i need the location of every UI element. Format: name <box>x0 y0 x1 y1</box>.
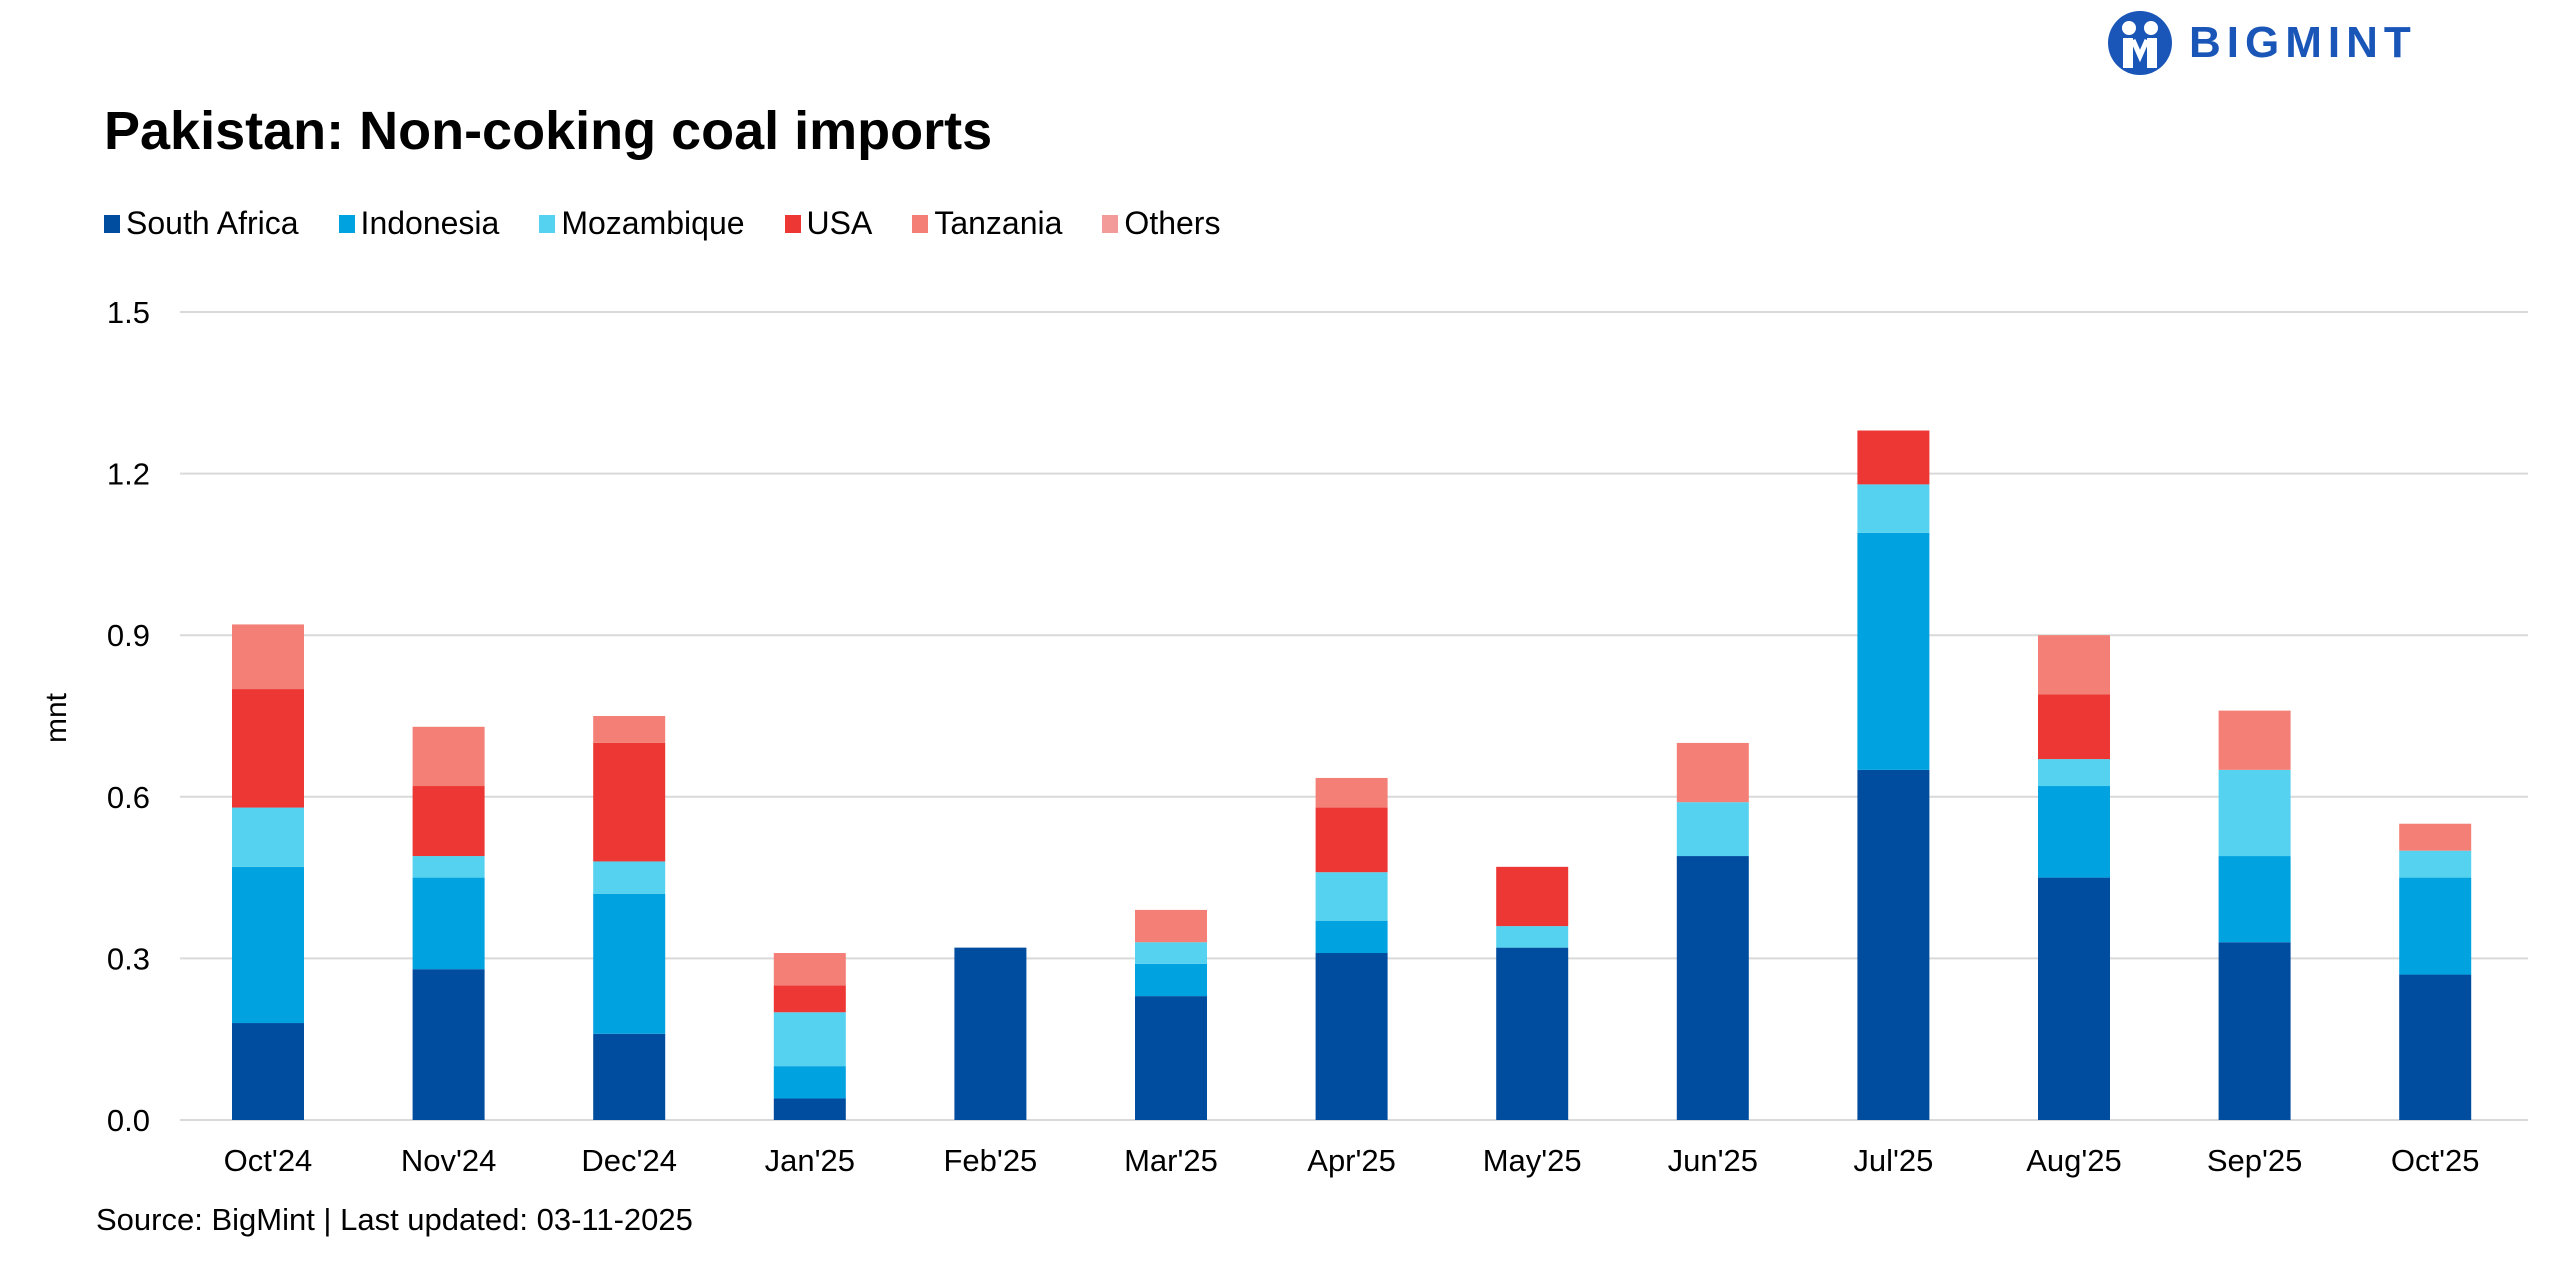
bar-segment-usa <box>773 985 846 1013</box>
bar-segment-south-africa <box>593 1033 666 1120</box>
legend-swatch <box>338 214 355 233</box>
legend: South Africa Indonesia Mozambique USA Tanzan… <box>104 205 1220 242</box>
bar-segment-usa <box>2038 694 2110 760</box>
source-note: Source: BigMint | Last updated: 03-11-20… <box>96 1202 693 1237</box>
legend-swatch <box>912 214 929 233</box>
bar-segment-tanzania <box>232 624 304 690</box>
bar-segment-south-africa <box>412 969 485 1120</box>
bar-segment-usa <box>1857 430 1930 485</box>
bar-segment-tanzania <box>1315 777 1388 808</box>
bar-segment-tanzania <box>412 726 485 787</box>
bar-segment-usa <box>593 742 666 862</box>
legend-item: Tanzania <box>912 205 1062 242</box>
x-tick-label: Feb'25 <box>943 1143 1037 1178</box>
y-tick-label: 0.0 <box>107 1103 150 1138</box>
legend-item: Mozambique <box>539 205 745 242</box>
x-tick-label: Mar'25 <box>1124 1143 1218 1178</box>
bar-segment-south-africa <box>954 947 1027 1120</box>
legend-swatch <box>784 214 801 233</box>
bar-segment-tanzania <box>2038 635 2110 695</box>
bar-segment-south-africa <box>1315 953 1388 1120</box>
y-tick-label: 1.5 <box>107 295 150 330</box>
bar-segment-mozambique <box>1496 926 1569 948</box>
y-tick-label: 0.6 <box>107 780 150 815</box>
bar-segment-indonesia <box>232 866 304 1024</box>
bar-segment-south-africa <box>2218 942 2291 1120</box>
bar-segment-indonesia <box>1315 920 1388 954</box>
chart-title: Pakistan: Non-coking coal imports <box>104 101 993 161</box>
bar-segment-south-africa <box>1857 769 1930 1120</box>
x-tick-label: Nov'24 <box>401 1143 497 1178</box>
bar-segment-south-africa <box>1676 856 1749 1120</box>
legend-label: Mozambique <box>561 205 745 241</box>
bar-segment-indonesia <box>773 1066 846 1099</box>
bar-segment-south-africa <box>232 1023 304 1120</box>
bar-segment-mozambique <box>2399 850 2472 878</box>
y-tick-label: 0.3 <box>107 941 150 976</box>
legend-label: South Africa <box>126 205 299 241</box>
legend-item: South Africa <box>104 205 299 242</box>
bar-segment-usa <box>412 786 485 857</box>
legend-label: USA <box>806 205 873 241</box>
bar-segment-tanzania <box>773 953 846 986</box>
x-tick-label: Oct'25 <box>2391 1143 2480 1178</box>
bar-segment-mozambique <box>593 861 666 894</box>
bar-segment-usa <box>1315 807 1388 873</box>
legend-item: USA <box>784 205 873 242</box>
bar-segment-indonesia <box>2218 856 2291 943</box>
legend-label: Tanzania <box>934 205 1063 241</box>
legend-swatch <box>1102 214 1119 233</box>
legend-item: Indonesia <box>338 205 500 242</box>
legend-label: Others <box>1124 205 1221 241</box>
x-tick-label: Apr'25 <box>1307 1143 1396 1178</box>
bar-segment-mozambique <box>1315 872 1388 921</box>
legend-label: Indonesia <box>360 205 500 241</box>
bar-segment-indonesia <box>412 877 485 970</box>
bar-segment-tanzania <box>1676 742 1749 803</box>
bar-segment-south-africa <box>2038 877 2110 1120</box>
bar-segment-south-africa <box>1496 947 1569 1120</box>
bigmint-logo: BIGMINT <box>2105 8 2417 78</box>
bar-segment-mozambique <box>1135 942 1207 964</box>
bar-segment-tanzania <box>2218 710 2291 770</box>
bar-segment-mozambique <box>412 856 485 878</box>
bar-segment-mozambique <box>1857 484 1930 533</box>
bar-segment-indonesia <box>1135 963 1207 997</box>
y-tick-label: 0.9 <box>107 618 150 653</box>
x-tick-label: Oct'24 <box>224 1143 313 1178</box>
x-tick-label: Jan'25 <box>765 1143 855 1178</box>
bar-segment-usa <box>232 689 304 808</box>
bar-segment-mozambique <box>232 807 304 867</box>
bar-segment-mozambique <box>773 1012 846 1067</box>
bar-segment-tanzania <box>2399 823 2472 851</box>
x-tick-label: Aug'25 <box>2026 1143 2122 1178</box>
bar-segment-south-africa <box>1135 996 1207 1120</box>
legend-swatch <box>104 214 120 233</box>
logo-mark-icon <box>2108 11 2172 75</box>
bar-segment-mozambique <box>2038 759 2110 787</box>
bar-segment-tanzania <box>1135 909 1207 943</box>
bar-segment-tanzania <box>593 716 666 743</box>
x-tick-label: May'25 <box>1483 1143 1582 1178</box>
bar-segment-indonesia <box>2038 786 2110 878</box>
legend-item: Others <box>1102 205 1220 242</box>
bar-segment-south-africa <box>2399 974 2472 1120</box>
bar-segment-indonesia <box>1857 532 1930 770</box>
x-tick-label: Sep'25 <box>2207 1143 2303 1178</box>
bar-segment-mozambique <box>2218 769 2291 857</box>
bar-segment-mozambique <box>1676 802 1749 857</box>
y-tick-label: 1.2 <box>107 457 150 492</box>
x-tick-label: Jun'25 <box>1668 1143 1758 1178</box>
bar-segment-indonesia <box>2399 877 2472 975</box>
y-axis-label: mnt <box>40 692 73 743</box>
logo-text: BIGMINT <box>2189 18 2417 67</box>
legend-swatch <box>539 214 556 233</box>
bar-segment-indonesia <box>593 893 666 1034</box>
x-tick-label: Jul'25 <box>1853 1143 1933 1178</box>
x-tick-label: Dec'24 <box>581 1143 677 1178</box>
bar-segment-south-africa <box>773 1098 846 1120</box>
bar-segment-usa <box>1496 866 1569 927</box>
